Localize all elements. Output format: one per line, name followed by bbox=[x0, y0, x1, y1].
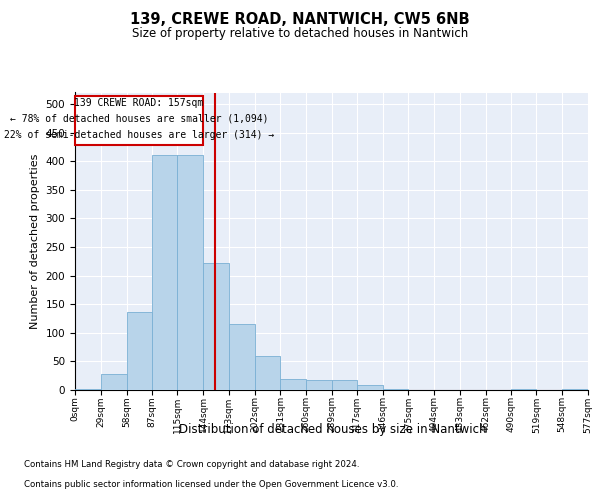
Bar bbox=[357, 386, 383, 390]
Bar bbox=[203, 263, 229, 390]
Bar bbox=[75, 389, 101, 390]
Bar bbox=[562, 389, 588, 390]
Bar bbox=[101, 374, 127, 390]
Text: Size of property relative to detached houses in Nantwich: Size of property relative to detached ho… bbox=[132, 28, 468, 40]
Text: Contains HM Land Registry data © Crown copyright and database right 2024.: Contains HM Land Registry data © Crown c… bbox=[24, 460, 359, 469]
Text: 22% of semi-detached houses are larger (314) →: 22% of semi-detached houses are larger (… bbox=[4, 130, 274, 140]
Y-axis label: Number of detached properties: Number of detached properties bbox=[30, 154, 40, 329]
Bar bbox=[280, 378, 306, 390]
Bar bbox=[332, 380, 357, 390]
Text: 139, CREWE ROAD, NANTWICH, CW5 6NB: 139, CREWE ROAD, NANTWICH, CW5 6NB bbox=[130, 12, 470, 28]
Bar bbox=[127, 312, 152, 390]
Bar bbox=[229, 324, 254, 390]
Text: ← 78% of detached houses are smaller (1,094): ← 78% of detached houses are smaller (1,… bbox=[10, 114, 268, 124]
Bar bbox=[75, 96, 203, 145]
Text: 139 CREWE ROAD: 157sqm: 139 CREWE ROAD: 157sqm bbox=[74, 98, 203, 108]
Text: Contains public sector information licensed under the Open Government Licence v3: Contains public sector information licen… bbox=[24, 480, 398, 489]
Text: Distribution of detached houses by size in Nantwich: Distribution of detached houses by size … bbox=[179, 422, 487, 436]
Bar bbox=[383, 389, 409, 390]
Bar bbox=[511, 389, 536, 390]
Bar bbox=[254, 356, 280, 390]
Bar bbox=[152, 156, 177, 390]
Bar bbox=[177, 156, 203, 390]
Bar bbox=[306, 380, 332, 390]
